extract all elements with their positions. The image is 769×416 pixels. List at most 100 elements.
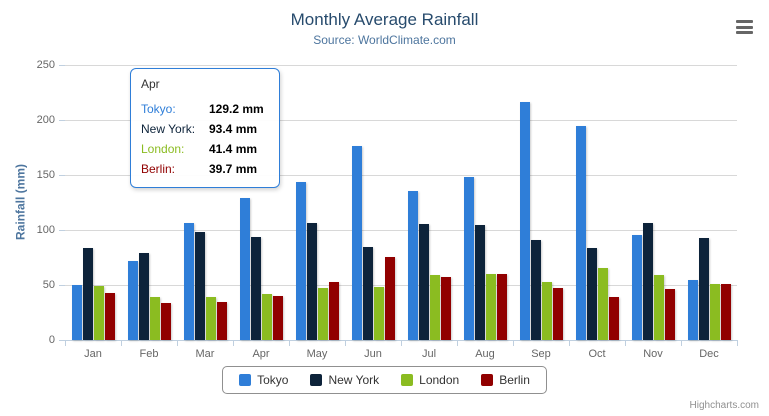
y-axis-label: 200 xyxy=(36,114,55,126)
legend-label: London xyxy=(419,373,460,387)
bar-tokyo-jun[interactable] xyxy=(351,146,362,340)
bar-berlin-sep[interactable] xyxy=(552,288,563,340)
x-axis-tick xyxy=(625,340,626,346)
y-axis-tick xyxy=(59,120,65,121)
x-axis-label: Nov xyxy=(643,348,663,360)
bar-london-apr[interactable] xyxy=(261,294,272,340)
bar-new-york-jan[interactable] xyxy=(82,248,93,340)
bar-tokyo-aug[interactable] xyxy=(463,177,474,340)
bar-london-sep[interactable] xyxy=(541,282,552,340)
y-axis-tick xyxy=(59,175,65,176)
bar-berlin-apr[interactable] xyxy=(272,296,283,340)
legend-item-tokyo[interactable]: Tokyo xyxy=(239,373,288,387)
x-axis-tick xyxy=(457,340,458,346)
y-axis-tick xyxy=(59,340,65,341)
y-axis-label: 50 xyxy=(42,279,55,291)
legend-swatch xyxy=(481,374,494,386)
x-axis-label: Jul xyxy=(421,348,437,360)
bar-berlin-jun[interactable] xyxy=(384,257,395,340)
x-axis-label: Mar xyxy=(195,348,215,360)
bar-tokyo-jul[interactable] xyxy=(407,191,418,340)
chart-title: Monthly Average Rainfall xyxy=(290,10,479,29)
bar-tokyo-may[interactable] xyxy=(295,182,306,340)
bar-new-york-feb[interactable] xyxy=(138,253,149,340)
bar-new-york-jul[interactable] xyxy=(418,224,429,340)
legend-swatch xyxy=(239,374,252,386)
hamburger-menu-icon[interactable] xyxy=(736,20,753,34)
x-axis-tick xyxy=(681,340,682,346)
bar-berlin-mar[interactable] xyxy=(216,302,227,340)
bar-tokyo-sep[interactable] xyxy=(519,102,530,340)
legend-item-berlin[interactable]: Berlin xyxy=(481,373,530,387)
x-axis-tick xyxy=(65,340,66,346)
y-axis-tick xyxy=(59,65,65,66)
y-axis-label: 150 xyxy=(36,169,55,181)
bar-london-oct[interactable] xyxy=(597,268,608,340)
hamburger-line xyxy=(736,25,753,29)
x-axis-label: May xyxy=(306,348,328,360)
bar-new-york-nov[interactable] xyxy=(642,223,653,340)
x-axis-tick xyxy=(345,340,346,346)
bar-new-york-sep[interactable] xyxy=(530,240,541,340)
bar-london-feb[interactable] xyxy=(149,297,160,340)
credits-link[interactable]: Highcharts.com xyxy=(689,400,759,411)
x-axis-label: Jun xyxy=(364,348,382,360)
y-axis-tick xyxy=(59,230,65,231)
bar-london-may[interactable] xyxy=(317,288,328,340)
hamburger-line xyxy=(736,31,753,34)
bar-berlin-aug[interactable] xyxy=(496,274,507,340)
bar-london-jun[interactable] xyxy=(373,287,384,340)
bar-london-mar[interactable] xyxy=(205,297,216,340)
x-axis-label: Oct xyxy=(588,348,606,360)
bar-new-york-jun[interactable] xyxy=(362,247,373,340)
bar-london-dec[interactable] xyxy=(709,284,720,340)
bar-new-york-mar[interactable] xyxy=(194,232,205,340)
legend-item-london[interactable]: London xyxy=(401,373,459,387)
x-axis-tick xyxy=(289,340,290,346)
bar-london-aug[interactable] xyxy=(485,274,496,340)
x-axis-tick xyxy=(233,340,234,346)
legend-label: Tokyo xyxy=(257,373,289,387)
legend-swatch xyxy=(310,374,323,386)
bar-tokyo-dec[interactable] xyxy=(687,280,698,340)
bar-london-jan[interactable] xyxy=(93,286,104,340)
bar-berlin-jan[interactable] xyxy=(104,293,115,340)
hamburger-line xyxy=(736,20,753,23)
gridline xyxy=(65,230,737,231)
bar-new-york-aug[interactable] xyxy=(474,225,485,340)
bar-london-nov[interactable] xyxy=(653,275,664,340)
bar-tokyo-oct[interactable] xyxy=(575,126,586,340)
legend-item-new-york[interactable]: New York xyxy=(310,373,379,387)
bar-berlin-oct[interactable] xyxy=(608,297,619,340)
bar-tokyo-apr[interactable] xyxy=(239,198,250,340)
bar-berlin-jul[interactable] xyxy=(440,277,451,340)
y-axis-label: 100 xyxy=(36,224,55,236)
bar-berlin-feb[interactable] xyxy=(160,303,171,340)
y-axis-label: 0 xyxy=(48,334,55,346)
gridline xyxy=(65,120,737,121)
gridline xyxy=(65,65,737,66)
bar-london-jul[interactable] xyxy=(429,275,440,340)
bar-tokyo-feb[interactable] xyxy=(127,261,138,340)
legend-swatch xyxy=(401,374,414,386)
bar-tokyo-jan[interactable] xyxy=(71,285,82,340)
bar-tokyo-nov[interactable] xyxy=(631,235,642,340)
bar-new-york-may[interactable] xyxy=(306,223,317,340)
legend-label: New York xyxy=(328,373,380,387)
bar-new-york-dec[interactable] xyxy=(698,238,709,340)
bar-berlin-nov[interactable] xyxy=(664,289,675,340)
bar-berlin-may[interactable] xyxy=(328,282,339,340)
x-axis-tick xyxy=(401,340,402,346)
bar-tokyo-mar[interactable] xyxy=(183,223,194,340)
bar-new-york-oct[interactable] xyxy=(586,248,597,340)
gridline xyxy=(65,175,737,176)
x-axis-label: Dec xyxy=(699,348,719,360)
legend: Tokyo New York London Berlin xyxy=(0,366,769,394)
x-axis-label: Feb xyxy=(139,348,159,360)
gridline xyxy=(65,285,737,286)
x-axis-tick xyxy=(513,340,514,346)
bar-berlin-dec[interactable] xyxy=(720,284,731,340)
x-axis-tick xyxy=(737,340,738,346)
legend-box: Tokyo New York London Berlin xyxy=(222,366,547,394)
bar-new-york-apr[interactable] xyxy=(250,237,261,340)
